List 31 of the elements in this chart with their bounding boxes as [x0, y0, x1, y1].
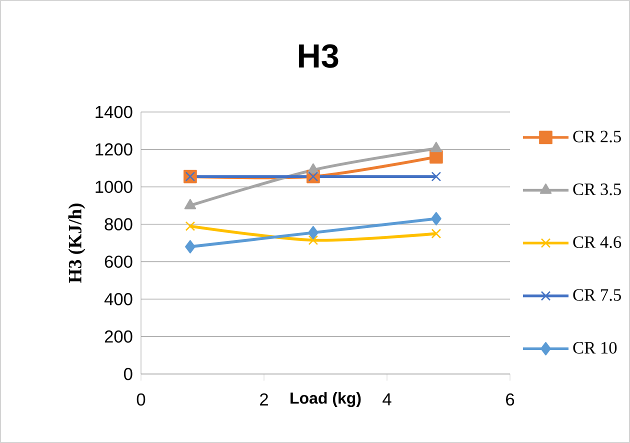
point [185, 240, 196, 254]
y-tick-label: 200 [104, 330, 132, 343]
point [185, 221, 196, 232]
y-tick-label: 1400 [96, 106, 132, 118]
legend-label: CR 10 [573, 342, 617, 354]
x-tick-label: 2 [260, 393, 268, 406]
y-tick-label: 800 [104, 218, 132, 230]
point [431, 212, 442, 226]
x-tick-label: 6 [506, 393, 514, 406]
legend-label: CR 2.5 [573, 130, 621, 142]
x-tick-label: 4 [382, 393, 392, 406]
chart-title: H3 [299, 44, 338, 68]
legend-label: CR 4.6 [573, 236, 622, 248]
y-tick-label: 400 [104, 293, 132, 306]
y-tick-label: 1200 [96, 143, 132, 156]
legend-label: CR 7.5 [573, 289, 621, 301]
y-tick-label: 600 [104, 256, 132, 268]
y-tick-label: 1000 [96, 180, 132, 193]
x-axis-title: Load (kg) [290, 392, 361, 408]
y-axis-title: H3 (KJ/h) [68, 204, 86, 283]
point [430, 142, 442, 152]
point [431, 228, 442, 239]
point [308, 226, 318, 240]
point [431, 172, 442, 182]
y-tick-label: 0 [124, 368, 132, 380]
point [184, 198, 196, 210]
point [430, 150, 443, 164]
x-tick-label: 0 [136, 393, 146, 406]
legend-label: CR 3.5 [573, 184, 621, 196]
point [307, 163, 320, 174]
point [308, 235, 318, 246]
